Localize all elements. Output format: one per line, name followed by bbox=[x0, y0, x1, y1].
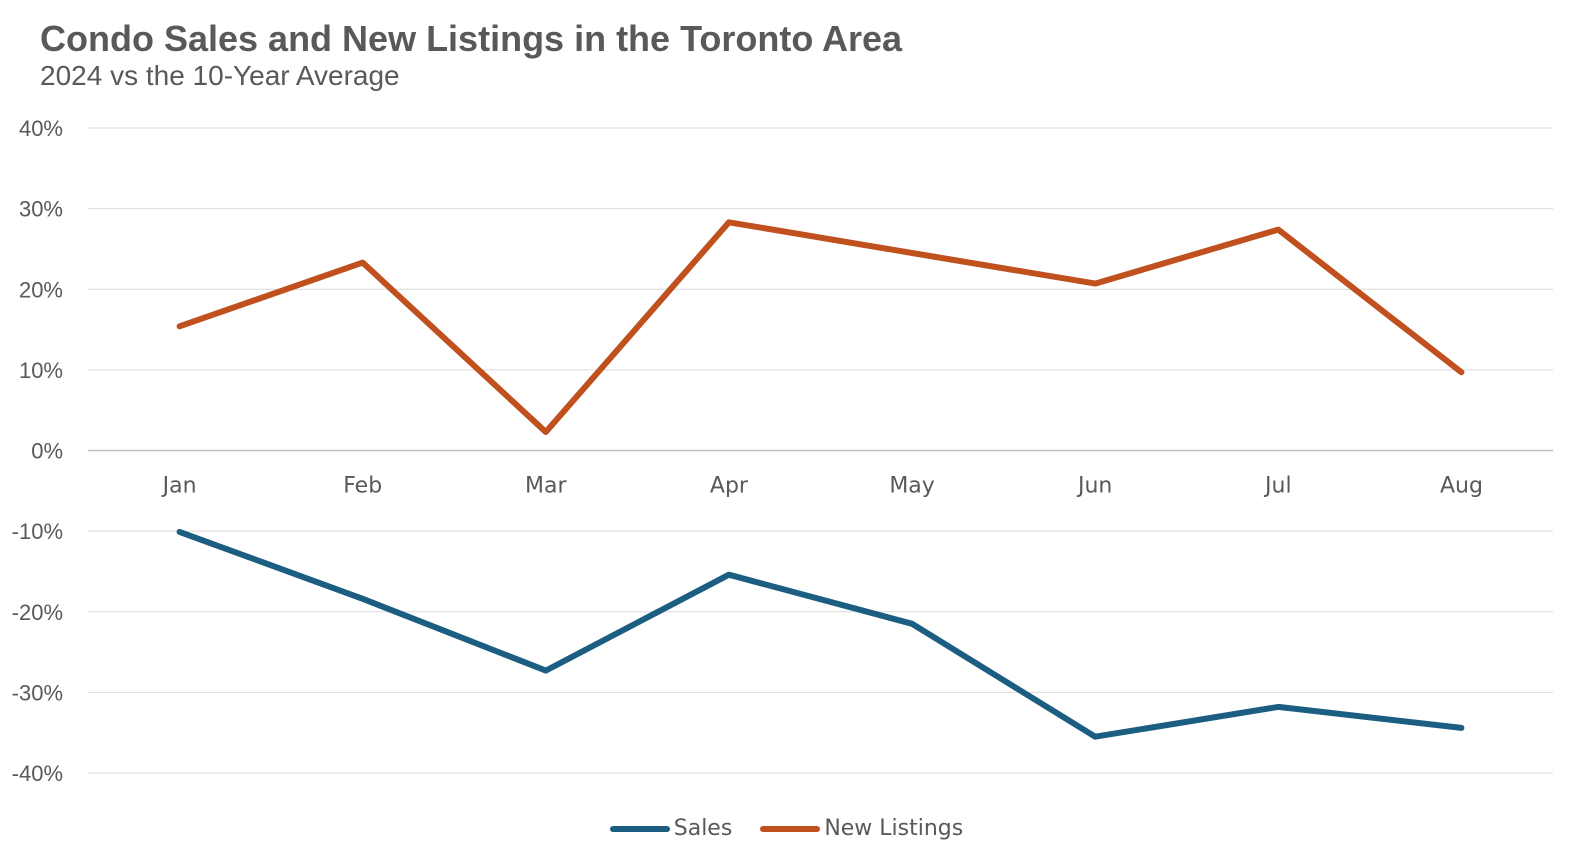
gridlines bbox=[88, 127, 1553, 774]
legend-swatch-new-listings bbox=[760, 825, 821, 832]
y-axis-tick-labels: 40% 30% 20% 10% 0% -10% -20% -30% -40% bbox=[12, 116, 63, 786]
y-tick-label: -10% bbox=[12, 519, 63, 544]
legend: Sales New Listings bbox=[0, 816, 1573, 841]
legend-label-sales: Sales bbox=[673, 816, 733, 841]
y-tick-label: -30% bbox=[12, 680, 63, 705]
legend-item-new-listings: New Listings bbox=[760, 816, 963, 841]
y-tick-label: -20% bbox=[12, 600, 63, 625]
y-tick-label: 40% bbox=[19, 116, 63, 141]
x-tick-label: Feb bbox=[343, 474, 382, 499]
series-line-sales bbox=[176, 528, 1465, 740]
chart-title: Condo Sales and New Listings in the Toro… bbox=[40, 18, 903, 59]
x-tick-label: May bbox=[889, 474, 934, 499]
series-line-new-listings bbox=[176, 219, 1465, 435]
x-tick-label: Jun bbox=[1076, 474, 1112, 499]
y-tick-label: 20% bbox=[19, 277, 63, 302]
y-tick-label: 0% bbox=[31, 439, 63, 464]
series-lines bbox=[176, 219, 1465, 740]
x-axis-tick-labels: Jan Feb Mar Apr May Jun Jul Aug bbox=[161, 474, 1483, 499]
y-tick-label: 10% bbox=[19, 358, 63, 383]
legend-item-sales: Sales bbox=[609, 816, 733, 841]
y-tick-label: -40% bbox=[12, 761, 63, 786]
x-tick-label: Mar bbox=[525, 474, 567, 499]
x-tick-label: Apr bbox=[710, 474, 749, 499]
legend-label-new-listings: New Listings bbox=[824, 816, 964, 841]
y-tick-label: 30% bbox=[19, 197, 63, 222]
x-tick-label: Jul bbox=[1263, 474, 1292, 499]
x-tick-label: Aug bbox=[1440, 474, 1483, 499]
legend-swatch-sales bbox=[609, 825, 670, 832]
chart-subtitle: 2024 vs the 10-Year Average bbox=[40, 60, 400, 91]
x-tick-label: Jan bbox=[161, 474, 197, 499]
